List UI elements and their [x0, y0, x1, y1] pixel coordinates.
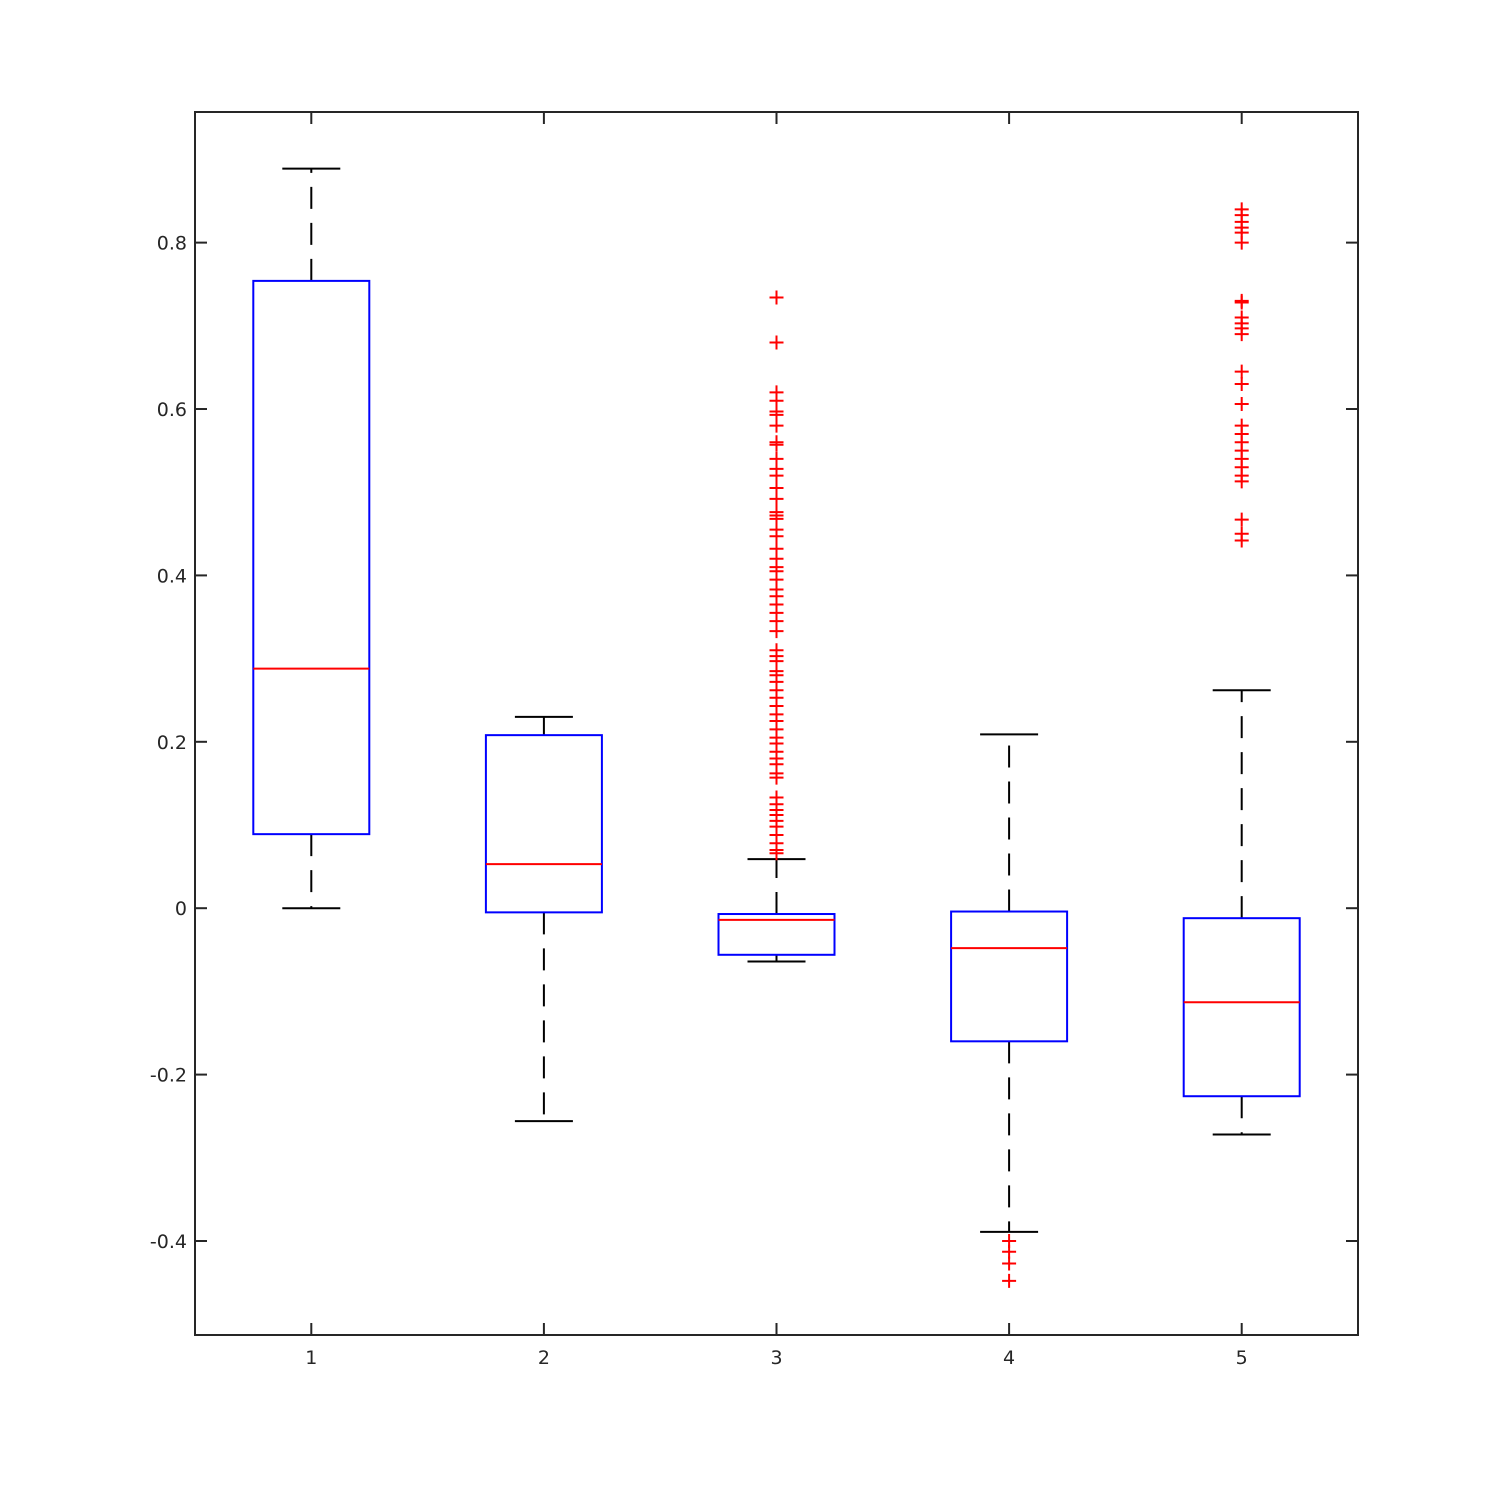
outlier-marker: [1234, 512, 1249, 527]
outlier-marker: [1234, 235, 1249, 250]
outlier-marker: [769, 335, 784, 350]
outlier-marker: [1234, 295, 1249, 310]
iqr-box: [950, 910, 1069, 1043]
outlier-marker: [769, 529, 784, 544]
outlier-marker: [769, 437, 784, 452]
outlier-marker: [769, 290, 784, 305]
x-tick-label: 5: [1236, 1347, 1248, 1369]
box-group-4: [950, 733, 1069, 1288]
y-tick-label: 0.2: [157, 732, 187, 754]
x-tick-label: 2: [538, 1347, 550, 1369]
y-tick-label: 0: [175, 898, 187, 920]
outlier-marker: [1234, 533, 1249, 548]
outlier-marker: [1002, 1256, 1017, 1271]
y-tick-label: 0.8: [157, 233, 187, 255]
box-group-2: [484, 715, 603, 1123]
outlier-marker: [1234, 474, 1249, 489]
iqr-box: [252, 279, 371, 836]
box-group-3: [717, 290, 836, 963]
outlier-marker: [769, 770, 784, 785]
outlier-marker: [1234, 377, 1249, 392]
box-group-5: [1182, 202, 1301, 1136]
x-tick-label: 4: [1003, 1347, 1015, 1369]
outlier-marker: [1234, 327, 1249, 342]
y-tick-label: -0.2: [150, 1065, 187, 1087]
outlier-marker: [769, 491, 784, 506]
iqr-box: [484, 734, 603, 914]
box-group-1: [252, 167, 371, 910]
axis-ticks: -0.4 -0.2 0 0.2 0.4 0.6 0.8 1 2 3 4 5: [150, 112, 1358, 1369]
x-tick-label: 1: [305, 1347, 317, 1369]
outlier-marker: [769, 846, 784, 861]
plot-area: [252, 167, 1301, 1288]
outlier-marker: [1234, 364, 1249, 379]
outlier-marker: [1002, 1273, 1017, 1288]
outlier-marker: [769, 418, 784, 433]
iqr-box: [1182, 917, 1301, 1098]
y-tick-label: 0.6: [157, 399, 187, 421]
outlier-marker: [769, 468, 784, 483]
outlier-marker: [1234, 397, 1249, 412]
y-tick-label: -0.4: [150, 1231, 187, 1253]
y-tick-label: 0.4: [157, 565, 187, 587]
outlier-marker: [769, 624, 784, 639]
iqr-box: [717, 913, 836, 956]
x-tick-label: 3: [770, 1347, 782, 1369]
